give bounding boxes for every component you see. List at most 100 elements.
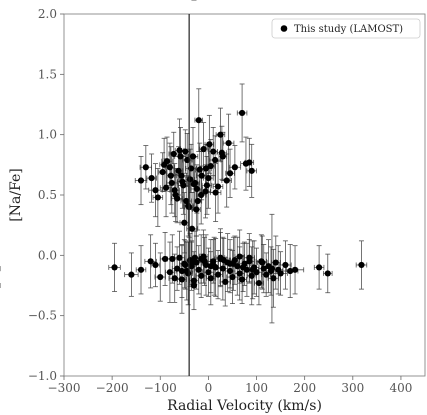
data-point bbox=[217, 131, 224, 138]
x-tick-label: 200 bbox=[293, 381, 316, 395]
data-point bbox=[166, 269, 173, 276]
data-point bbox=[128, 271, 135, 278]
data-point bbox=[175, 167, 182, 174]
data-point bbox=[159, 168, 166, 176]
data-point bbox=[202, 188, 209, 195]
data-point bbox=[236, 253, 243, 260]
data-point bbox=[183, 197, 190, 205]
data-point bbox=[157, 273, 164, 281]
data-point bbox=[111, 264, 118, 271]
data-point bbox=[316, 264, 323, 271]
data-point bbox=[214, 183, 222, 190]
y-tick-label: 0.5 bbox=[38, 188, 57, 202]
data-point bbox=[230, 260, 237, 267]
data-point bbox=[195, 117, 202, 124]
data-point bbox=[195, 266, 202, 273]
data-point bbox=[260, 265, 267, 272]
y-tick-label: −0.5 bbox=[28, 309, 57, 323]
plot-area-frame bbox=[63, 13, 426, 377]
data-point bbox=[277, 270, 284, 277]
data-point bbox=[205, 175, 212, 182]
data-point bbox=[137, 177, 145, 184]
data-point bbox=[168, 179, 175, 187]
data-point bbox=[176, 254, 183, 261]
data-point bbox=[229, 273, 236, 281]
data-point bbox=[193, 259, 200, 266]
data-point bbox=[194, 197, 201, 205]
data-point bbox=[176, 147, 183, 154]
y-tick-label: 2.0 bbox=[38, 7, 57, 21]
data-point bbox=[236, 270, 243, 277]
data-point bbox=[137, 266, 145, 273]
y-tick-label: −1.0 bbox=[28, 369, 57, 383]
data-point bbox=[171, 275, 178, 282]
data-point bbox=[177, 153, 184, 160]
data-point bbox=[210, 148, 217, 155]
data-point bbox=[190, 181, 198, 188]
data-point bbox=[282, 261, 289, 269]
data-point bbox=[255, 279, 263, 287]
data-point bbox=[248, 167, 255, 174]
data-point bbox=[189, 153, 197, 160]
y-axis-label: [Na/Fe] bbox=[8, 168, 24, 221]
data-point bbox=[223, 177, 230, 184]
data-point bbox=[211, 263, 218, 270]
data-point bbox=[142, 164, 149, 171]
data-point bbox=[231, 164, 238, 171]
data-point bbox=[246, 258, 253, 265]
data-point bbox=[246, 159, 253, 166]
data-point bbox=[182, 148, 189, 155]
x-tick-label: 0 bbox=[205, 381, 213, 395]
data-point bbox=[200, 146, 207, 153]
data-point bbox=[201, 258, 208, 265]
data-point bbox=[225, 140, 232, 147]
error-bars-layer bbox=[0, 0, 368, 324]
data-point bbox=[203, 182, 211, 189]
data-point bbox=[206, 141, 213, 148]
data-point bbox=[226, 170, 234, 177]
data-point bbox=[178, 172, 185, 179]
data-point bbox=[187, 176, 194, 183]
data-point bbox=[188, 225, 196, 232]
x-axis-label: Radial Velocity (km/s) bbox=[167, 398, 322, 414]
y-tick-label: 1.5 bbox=[38, 67, 57, 81]
data-point bbox=[162, 184, 170, 191]
y-axis-ticks: −1.0 −0.5 0.0 0.5 1.0 1.5 2.0 bbox=[28, 7, 64, 383]
data-point bbox=[238, 276, 246, 283]
data-point bbox=[207, 275, 214, 282]
data-point bbox=[210, 258, 217, 265]
legend: This study (LAMOST) bbox=[271, 18, 421, 39]
data-point bbox=[174, 195, 181, 202]
data-point bbox=[270, 275, 277, 282]
data-point bbox=[207, 162, 214, 170]
data-point bbox=[212, 189, 219, 196]
data-point bbox=[179, 178, 186, 185]
data-point bbox=[198, 172, 205, 179]
data-point bbox=[212, 156, 219, 164]
y-tick-label: 1.0 bbox=[38, 128, 57, 142]
legend-box bbox=[271, 18, 421, 39]
data-point bbox=[181, 219, 188, 226]
data-point bbox=[182, 261, 189, 269]
x-tick-label: 100 bbox=[245, 381, 268, 395]
data-point bbox=[248, 272, 255, 279]
data-point bbox=[214, 271, 222, 278]
data-point bbox=[249, 266, 256, 273]
x-tick-label: −200 bbox=[96, 381, 129, 395]
data-point bbox=[324, 270, 331, 277]
data-points-layer bbox=[111, 109, 365, 289]
data-point bbox=[163, 158, 171, 165]
data-point bbox=[205, 269, 212, 276]
data-point bbox=[154, 194, 161, 201]
data-point bbox=[191, 254, 199, 261]
data-point bbox=[222, 278, 229, 285]
data-point bbox=[167, 172, 174, 179]
data-point bbox=[185, 270, 192, 277]
data-point bbox=[268, 265, 276, 272]
data-point bbox=[196, 166, 203, 173]
data-point bbox=[226, 267, 234, 275]
data-point bbox=[178, 267, 186, 275]
data-point bbox=[220, 257, 227, 264]
x-tick-label: 400 bbox=[389, 381, 412, 395]
